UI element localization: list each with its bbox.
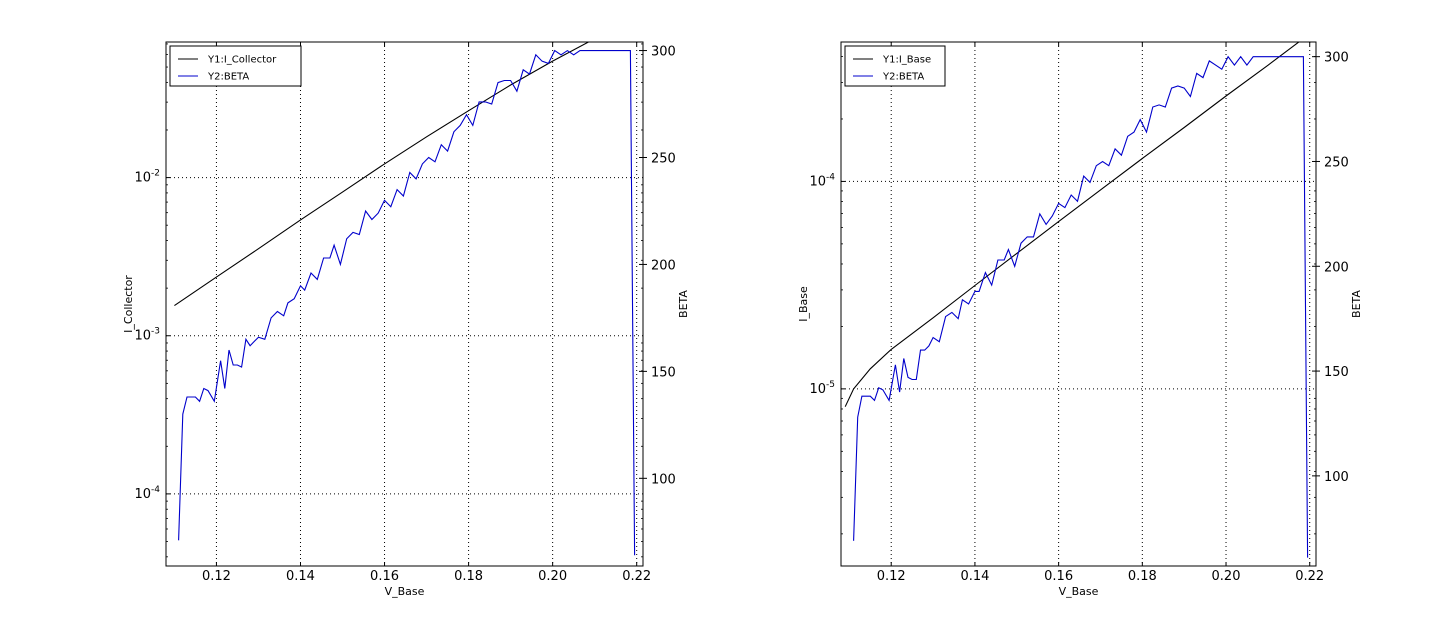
y-tick-label: 10-4 [809,172,835,189]
series-line-y1 [844,42,1300,407]
y-tick-label: 10-2 [134,169,160,186]
x-tick-label: 0.14 [286,569,315,584]
y2-tick-label: 100 [651,472,676,487]
series-line-y2 [178,49,636,556]
y-tick-label: 10-3 [134,327,160,344]
y2-tick-label: 100 [1324,470,1349,485]
y-axis-title: I_Base [797,286,810,322]
y-tick-label: 10-5 [809,380,835,397]
y2-axis-title: BETA [677,290,690,318]
y2-axis-title: BETA [1350,290,1363,318]
legend: Y1:I_Base Y2:BETA [844,45,946,87]
chart-panel-2: 0.12 0.14 0.16 0.18 0.20 0.22 10-5 10-4 100 150 20… [797,41,1363,598]
chart-panel-1: 0.12 0.14 0.16 0.18 0.20 0.22 10-4 10-3 10-2 100 1… [122,41,690,598]
y2-tick-label: 300 [651,45,676,60]
x-axis-title: V_Base [1059,585,1099,598]
series-line-y1 [174,42,590,307]
x-tick-label: 0.22 [1295,569,1324,584]
plot-frame [165,41,644,567]
y2-tick-label: 300 [1324,51,1349,66]
x-tick-label: 0.12 [877,569,906,584]
x-tick-label: 0.16 [370,569,399,584]
y2-tick-label: 200 [651,258,676,273]
legend-label: Y2:BETA [207,72,249,83]
y2-tick-label: 150 [1324,365,1349,380]
legend-box [169,45,302,87]
y-tick-label: 10-4 [134,485,160,502]
legend: Y1:I_Collector Y2:BETA [169,45,302,87]
x-tick-label: 0.18 [1128,569,1157,584]
x-tick-label: 0.14 [960,569,989,584]
legend-label: Y1:I_Base [882,55,931,66]
y2-tick-label: 150 [651,365,676,380]
legend-label: Y2:BETA [882,72,924,83]
y2-tick-label: 200 [1324,260,1349,275]
y2-tick-label: 250 [1324,155,1349,170]
x-tick-label: 0.20 [538,569,567,584]
plot-frame [840,41,1317,567]
y2-tick-label: 250 [651,151,676,166]
legend-box [844,45,946,87]
x-tick-label: 0.16 [1044,569,1073,584]
x-axis-title: V_Base [385,585,425,598]
legend-label: Y1:I_Collector [207,55,277,66]
y-axis-title: I_Collector [122,275,135,333]
x-tick-label: 0.12 [202,569,231,584]
series-line-y2 [853,55,1309,558]
x-tick-label: 0.18 [454,569,483,584]
x-tick-label: 0.20 [1212,569,1241,584]
x-tick-label: 0.22 [622,569,651,584]
